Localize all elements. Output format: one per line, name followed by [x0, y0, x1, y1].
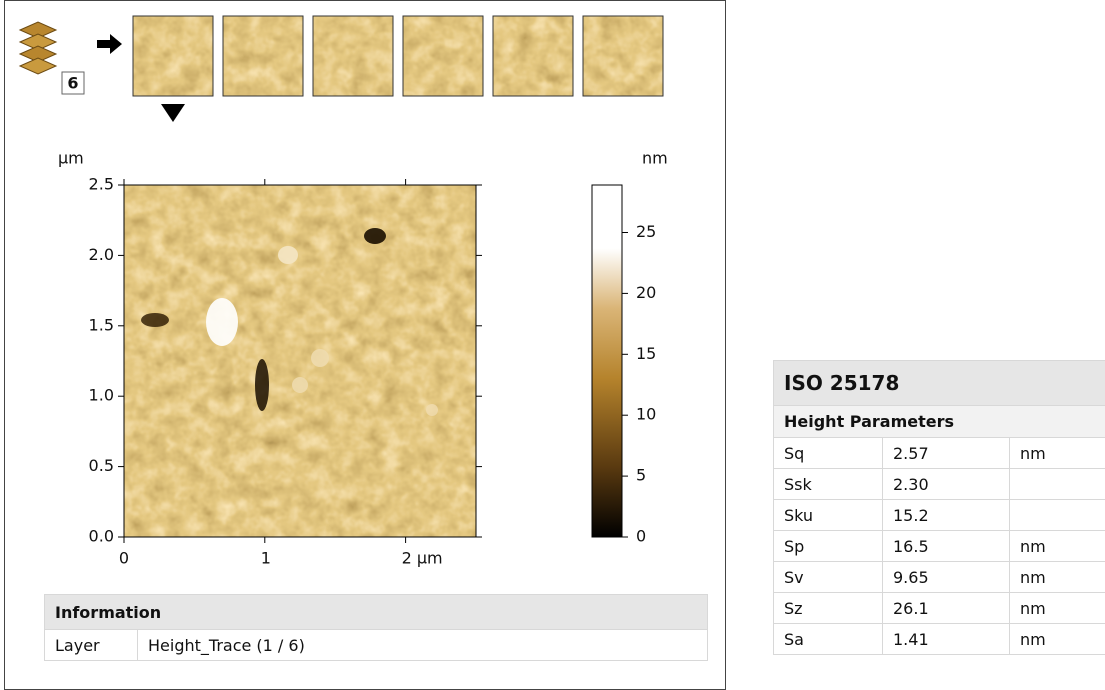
cell: Ssk [774, 469, 883, 500]
cell: Height_Trace (1 / 6) [138, 630, 708, 661]
cell: Sq [774, 438, 883, 469]
cell: nm [1010, 624, 1105, 655]
cell: 1.41 [883, 624, 1010, 655]
x-tick-label: 2 µm [402, 549, 443, 568]
x-tick-label: 1 [261, 549, 271, 568]
cell: 2.30 [883, 469, 1010, 500]
colorbar-tick-label: 25 [636, 222, 656, 241]
image-view: 6 µm nm 0.0 0.5 1.0 1.5 2.0 2.5 0 1 2 µm 0 5 10 15 20… [0, 0, 727, 590]
layer-count: 6 [67, 74, 78, 93]
y-tick-label: 0.5 [89, 456, 114, 475]
y-tick-label: 2.0 [89, 245, 114, 264]
cell: nm [1010, 531, 1105, 562]
layer-thumbnail[interactable] [313, 16, 393, 96]
layer-thumbnail[interactable] [583, 16, 663, 96]
cell: Sp [774, 531, 883, 562]
colorbar-tick-label: 10 [636, 405, 656, 424]
app-window: 6 µm nm 0.0 0.5 1.0 1.5 2.0 2.5 0 1 2 µm 0 5 10 15 20… [0, 0, 1105, 686]
arrow [97, 34, 122, 54]
cell [1010, 469, 1105, 500]
cell: Sv [774, 562, 883, 593]
colorbar-tick-label: 0 [636, 527, 646, 546]
cell: Sku [774, 500, 883, 531]
cell: 26.1 [883, 593, 1010, 624]
table-title: ISO 25178 [774, 361, 1105, 406]
y-tick-label: 1.0 [89, 386, 114, 405]
cell: 9.65 [883, 562, 1010, 593]
section-title: Height Parameters [774, 406, 1105, 438]
colorbar-tick-label: 5 [636, 466, 646, 485]
cell: nm [1010, 593, 1105, 624]
afm-image [124, 185, 476, 537]
layer-thumbnail[interactable] [403, 16, 483, 96]
layer-thumbnail[interactable] [223, 16, 303, 96]
colorbar-unit: nm [642, 149, 668, 168]
selection-marker [161, 104, 185, 122]
table-title: Information [45, 595, 708, 630]
y-tick-label: 2.5 [89, 175, 114, 194]
layer-thumbnail[interactable] [493, 16, 573, 96]
colorbar [592, 185, 622, 537]
cell [1010, 500, 1105, 531]
x-tick-label: 0 [119, 549, 129, 568]
colorbar-tick-label: 15 [636, 344, 656, 363]
cell: Sz [774, 593, 883, 624]
colorbar-tick-label: 20 [636, 283, 656, 302]
layer-stack-icon[interactable]: 6 [20, 22, 84, 94]
y-tick-label: 1.5 [89, 315, 114, 334]
cell: 2.57 [883, 438, 1010, 469]
cell: nm [1010, 438, 1105, 469]
y-unit: µm [58, 149, 84, 168]
cell: nm [1010, 562, 1105, 593]
layer-thumbnail[interactable] [133, 16, 213, 96]
cell: 16.5 [883, 531, 1010, 562]
cell: Sa [774, 624, 883, 655]
cell: Layer [45, 630, 138, 661]
cell: 15.2 [883, 500, 1010, 531]
y-tick-label: 0.0 [89, 527, 114, 546]
